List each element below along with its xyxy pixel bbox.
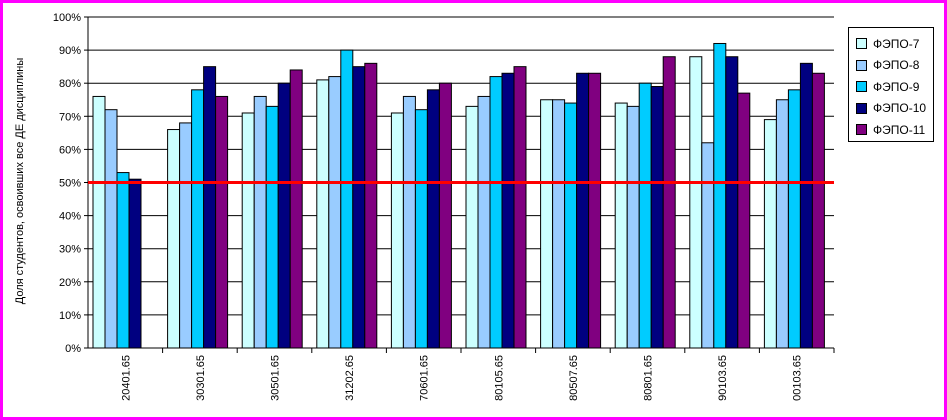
- x-tick-label: 80801.65: [643, 355, 655, 401]
- bar: [552, 99, 566, 349]
- bar: [364, 62, 378, 349]
- legend-item: ФЭПО-7: [856, 33, 933, 55]
- bar: [513, 66, 527, 349]
- bar: [390, 112, 404, 349]
- y-tick-label: 0%: [65, 343, 81, 355]
- legend-swatch: [856, 102, 867, 114]
- bar: [465, 105, 479, 349]
- bar: [328, 76, 342, 349]
- y-tick-label: 30%: [59, 244, 81, 256]
- bars: [92, 42, 825, 349]
- bar: [588, 72, 602, 349]
- legend-label: ФЭПО-8: [873, 58, 920, 73]
- y-tick-label: 10%: [59, 310, 81, 322]
- bar: [564, 102, 578, 349]
- x-tick-labels: 20401.65 30301.65 30501.65 31202.65 70601.65…: [120, 355, 803, 401]
- y-tick-label: 100%: [53, 12, 81, 24]
- legend-item: ФЭПО-8: [856, 55, 933, 77]
- y-tick-label: 70%: [59, 111, 81, 123]
- x-tick-label: 90103.65: [717, 355, 729, 401]
- bar: [116, 172, 130, 349]
- y-tick-labels: 0% 10% 20% 30% 40% 50% 60% 70% 80% 90% 100%: [53, 12, 81, 355]
- bar: [540, 99, 554, 349]
- bar: [191, 89, 205, 349]
- bar: [713, 42, 727, 349]
- bar: [811, 72, 825, 349]
- legend-swatch: [856, 81, 867, 93]
- bar: [725, 56, 739, 349]
- bar: [316, 79, 330, 349]
- bar: [614, 102, 628, 349]
- bar: [104, 109, 118, 349]
- bar: [352, 66, 366, 349]
- bar: [576, 72, 590, 349]
- bar: [241, 112, 255, 349]
- bar: [787, 89, 801, 349]
- bar: [167, 129, 181, 349]
- bar: [253, 95, 267, 349]
- x-tick-label: 00103.65: [792, 355, 804, 401]
- bar: [701, 142, 715, 349]
- bar: [265, 105, 279, 349]
- bar: [626, 105, 640, 349]
- y-tick-label: 60%: [59, 144, 81, 156]
- x-tick-label: 30301.65: [195, 355, 207, 401]
- legend-swatch: [856, 124, 867, 136]
- x-tick-label: 80507.65: [568, 355, 580, 401]
- y-tick-label: 90%: [59, 45, 81, 57]
- bar: [289, 69, 303, 349]
- bar: [763, 119, 777, 349]
- y-tick-label: 80%: [59, 78, 81, 90]
- x-tick-label: 70601.65: [419, 355, 431, 401]
- bar: [477, 95, 491, 349]
- bar: [414, 109, 428, 349]
- bar: [438, 82, 452, 349]
- bar: [277, 82, 291, 349]
- x-tick-label: 30501.65: [270, 355, 282, 401]
- bar: [638, 82, 652, 349]
- y-tick-label: 40%: [59, 211, 81, 223]
- x-tick-label: 20401.65: [120, 355, 132, 401]
- bar: [662, 56, 676, 349]
- y-axis-label: Доля студентов, освоивших все ДЕ дисципл…: [14, 58, 26, 305]
- bar: [203, 66, 217, 349]
- legend-swatch: [856, 59, 867, 71]
- bar: [92, 95, 106, 349]
- legend-item: ФЭПО-11: [856, 119, 933, 141]
- legend-item: ФЭПО-9: [856, 76, 933, 98]
- bar: [128, 178, 142, 349]
- bar: [501, 72, 515, 349]
- y-tick-label: 20%: [59, 277, 81, 289]
- bar: [402, 95, 416, 349]
- bar: [340, 49, 354, 349]
- legend-label: ФЭПО-7: [873, 36, 920, 51]
- legend-swatch: [856, 38, 867, 50]
- bar: [689, 56, 703, 349]
- legend: ФЭПО-7 ФЭПО-8 ФЭПО-9 ФЭПО-10 ФЭПО-11: [848, 27, 934, 142]
- legend-label: ФЭПО-10: [873, 101, 927, 116]
- bar: [737, 92, 751, 349]
- bar: [426, 89, 440, 349]
- bar: [650, 86, 664, 349]
- bar: [179, 122, 193, 349]
- legend-label: ФЭПО-11: [873, 122, 926, 137]
- bar: [489, 76, 503, 349]
- bar: [775, 99, 789, 349]
- x-tick-label: 31202.65: [344, 355, 356, 401]
- bar: [215, 95, 229, 349]
- legend-label: ФЭПО-9: [873, 79, 920, 94]
- y-tick-label: 50%: [59, 178, 81, 190]
- bar: [799, 62, 813, 349]
- x-tick-label: 80105.65: [493, 355, 505, 401]
- legend-item: ФЭПО-10: [856, 98, 933, 120]
